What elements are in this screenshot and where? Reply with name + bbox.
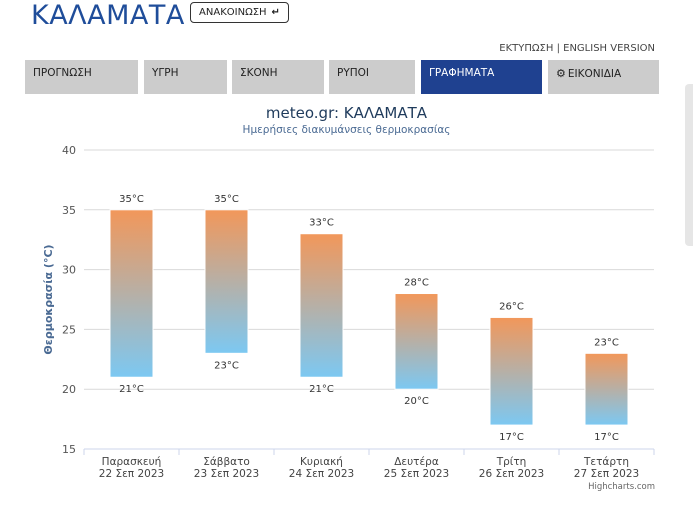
top-links: ΕΚΤΥΠΩΣΗ | ENGLISH VERSION	[499, 43, 655, 54]
tab-pollutants[interactable]: ΡΥΠΟΙ	[329, 60, 415, 94]
y-axis-title: Θερμοκρασία (°C)	[42, 244, 55, 354]
tab-label: ΠΡΟΓΝΩΣΗ	[33, 67, 92, 79]
chart-subtitle: Ημερήσιες διακυμάνσεις θερμοκρασίας	[242, 124, 451, 136]
tab-forecast[interactable]: ΠΡΟΓΝΩΣΗ	[25, 60, 138, 94]
y-tick-label: 30	[62, 264, 76, 277]
x-tick-day: Τρίτη	[496, 456, 527, 468]
x-tick-day: Τετάρτη	[583, 456, 629, 468]
tab-humidity[interactable]: ΥΓΡΗ	[144, 60, 227, 94]
y-tick-label: 35	[62, 204, 76, 217]
y-tick-label: 20	[62, 383, 76, 396]
temperature-range-bar	[204, 209, 249, 354]
tab-label: ΡΥΠΟΙ	[337, 67, 370, 79]
x-tick-day: Δευτέρα	[394, 456, 439, 468]
high-temp-label: 33°C	[309, 218, 334, 229]
low-temp-label: 23°C	[214, 360, 239, 371]
low-temp-label: 21°C	[309, 384, 334, 395]
return-arrow-icon: ↵	[271, 7, 280, 18]
high-temp-label: 28°C	[404, 278, 429, 289]
tab-widgets[interactable]: ⚙ ΕΙΚΟΝΙΔΙΑ	[548, 60, 659, 94]
announcement-label: ΑΝΑΚΟΙΝΩΣΗ	[199, 7, 267, 18]
bars	[109, 209, 629, 426]
low-temp-label: 20°C	[404, 396, 429, 407]
temperature-range-bar	[394, 293, 439, 390]
low-temp-label: 17°C	[594, 432, 619, 443]
x-tick-date: 26 Σεπ 2023	[479, 468, 544, 480]
x-tick-date: 25 Σεπ 2023	[384, 468, 449, 480]
y-tick-label: 15	[62, 443, 76, 456]
y-tick-label: 25	[62, 323, 76, 336]
x-tick-date: 27 Σεπ 2023	[574, 468, 639, 480]
x-tick-date: 23 Σεπ 2023	[194, 468, 259, 480]
announcement-button[interactable]: ΑΝΑΚΟΙΝΩΣΗ ↵	[190, 2, 289, 23]
x-tick-day: Κυριακή	[300, 456, 343, 468]
gridlines	[83, 149, 655, 455]
tab-charts[interactable]: ΓΡΑΦΗΜΑΤΑ	[421, 60, 542, 94]
side-scroll-handle[interactable]	[685, 84, 693, 246]
x-tick-date: 24 Σεπ 2023	[289, 468, 354, 480]
labels: 15 20 25 30 35 40 Θερμοκρασία (°C) 35°C 21°C Παρα…	[42, 144, 639, 480]
low-temp-label: 17°C	[499, 432, 524, 443]
y-tick-label: 40	[62, 144, 76, 157]
x-tick-day: Παρασκευή	[102, 456, 162, 468]
temperature-range-bar	[584, 352, 629, 426]
high-temp-label: 35°C	[214, 194, 239, 205]
tab-label: ΕΙΚΟΝΙΔΙΑ	[567, 68, 622, 80]
city-title: ΚΑΛΑΜΑΤΑ	[31, 0, 185, 31]
link-separator: |	[553, 43, 564, 54]
temperature-range-bar	[109, 209, 154, 378]
temperature-range-bar	[489, 316, 534, 426]
tab-label: ΣΚΟΝΗ	[240, 67, 278, 79]
print-link[interactable]: ΕΚΤΥΠΩΣΗ	[499, 43, 554, 54]
tab-dust[interactable]: ΣΚΟΝΗ	[232, 60, 324, 94]
x-tick-date: 22 Σεπ 2023	[99, 468, 164, 480]
x-tick-day: Σάββατο	[203, 456, 250, 468]
gear-icon: ⚙	[556, 67, 566, 80]
low-temp-label: 21°C	[119, 384, 144, 395]
high-temp-label: 23°C	[594, 337, 619, 348]
chart-title: meteo.gr: ΚΑΛΑΜΑΤΑ	[265, 104, 428, 122]
high-temp-label: 35°C	[119, 194, 144, 205]
high-temp-label: 26°C	[499, 301, 524, 312]
tab-label: ΥΓΡΗ	[152, 67, 179, 79]
temperature-range-bar	[299, 233, 344, 378]
highcharts-credits[interactable]: Highcharts.com	[588, 482, 655, 492]
english-version-link[interactable]: ENGLISH VERSION	[563, 43, 655, 54]
tab-label: ΓΡΑΦΗΜΑΤΑ	[429, 67, 495, 79]
